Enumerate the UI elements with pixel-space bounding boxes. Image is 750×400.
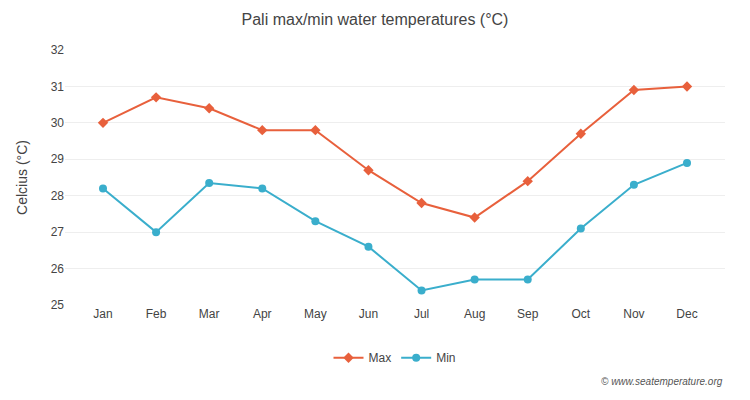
svg-text:Celcius (°C): Celcius (°C) xyxy=(14,140,30,215)
svg-text:Mar: Mar xyxy=(199,307,220,321)
svg-text:Jan: Jan xyxy=(93,307,112,321)
svg-text:26: 26 xyxy=(51,262,65,276)
svg-text:Aug: Aug xyxy=(464,307,485,321)
svg-text:Dec: Dec xyxy=(676,307,697,321)
svg-text:Oct: Oct xyxy=(571,307,590,321)
svg-text:29: 29 xyxy=(51,152,65,166)
svg-text:Sep: Sep xyxy=(517,307,539,321)
svg-text:30: 30 xyxy=(51,116,65,130)
svg-text:Pali max/min water temperature: Pali max/min water temperatures (°C) xyxy=(242,11,509,28)
svg-text:© www.seatemperature.org: © www.seatemperature.org xyxy=(601,376,723,387)
svg-text:Nov: Nov xyxy=(623,307,644,321)
svg-text:27: 27 xyxy=(51,225,65,239)
svg-text:28: 28 xyxy=(51,189,65,203)
svg-text:25: 25 xyxy=(51,298,65,312)
svg-text:Jun: Jun xyxy=(359,307,378,321)
svg-text:32: 32 xyxy=(51,43,65,57)
svg-text:May: May xyxy=(304,307,327,321)
svg-text:Max: Max xyxy=(369,351,392,365)
svg-text:Min: Min xyxy=(436,351,455,365)
svg-text:Feb: Feb xyxy=(146,307,167,321)
svg-text:Jul: Jul xyxy=(414,307,429,321)
svg-text:31: 31 xyxy=(51,80,65,94)
svg-text:Apr: Apr xyxy=(253,307,272,321)
